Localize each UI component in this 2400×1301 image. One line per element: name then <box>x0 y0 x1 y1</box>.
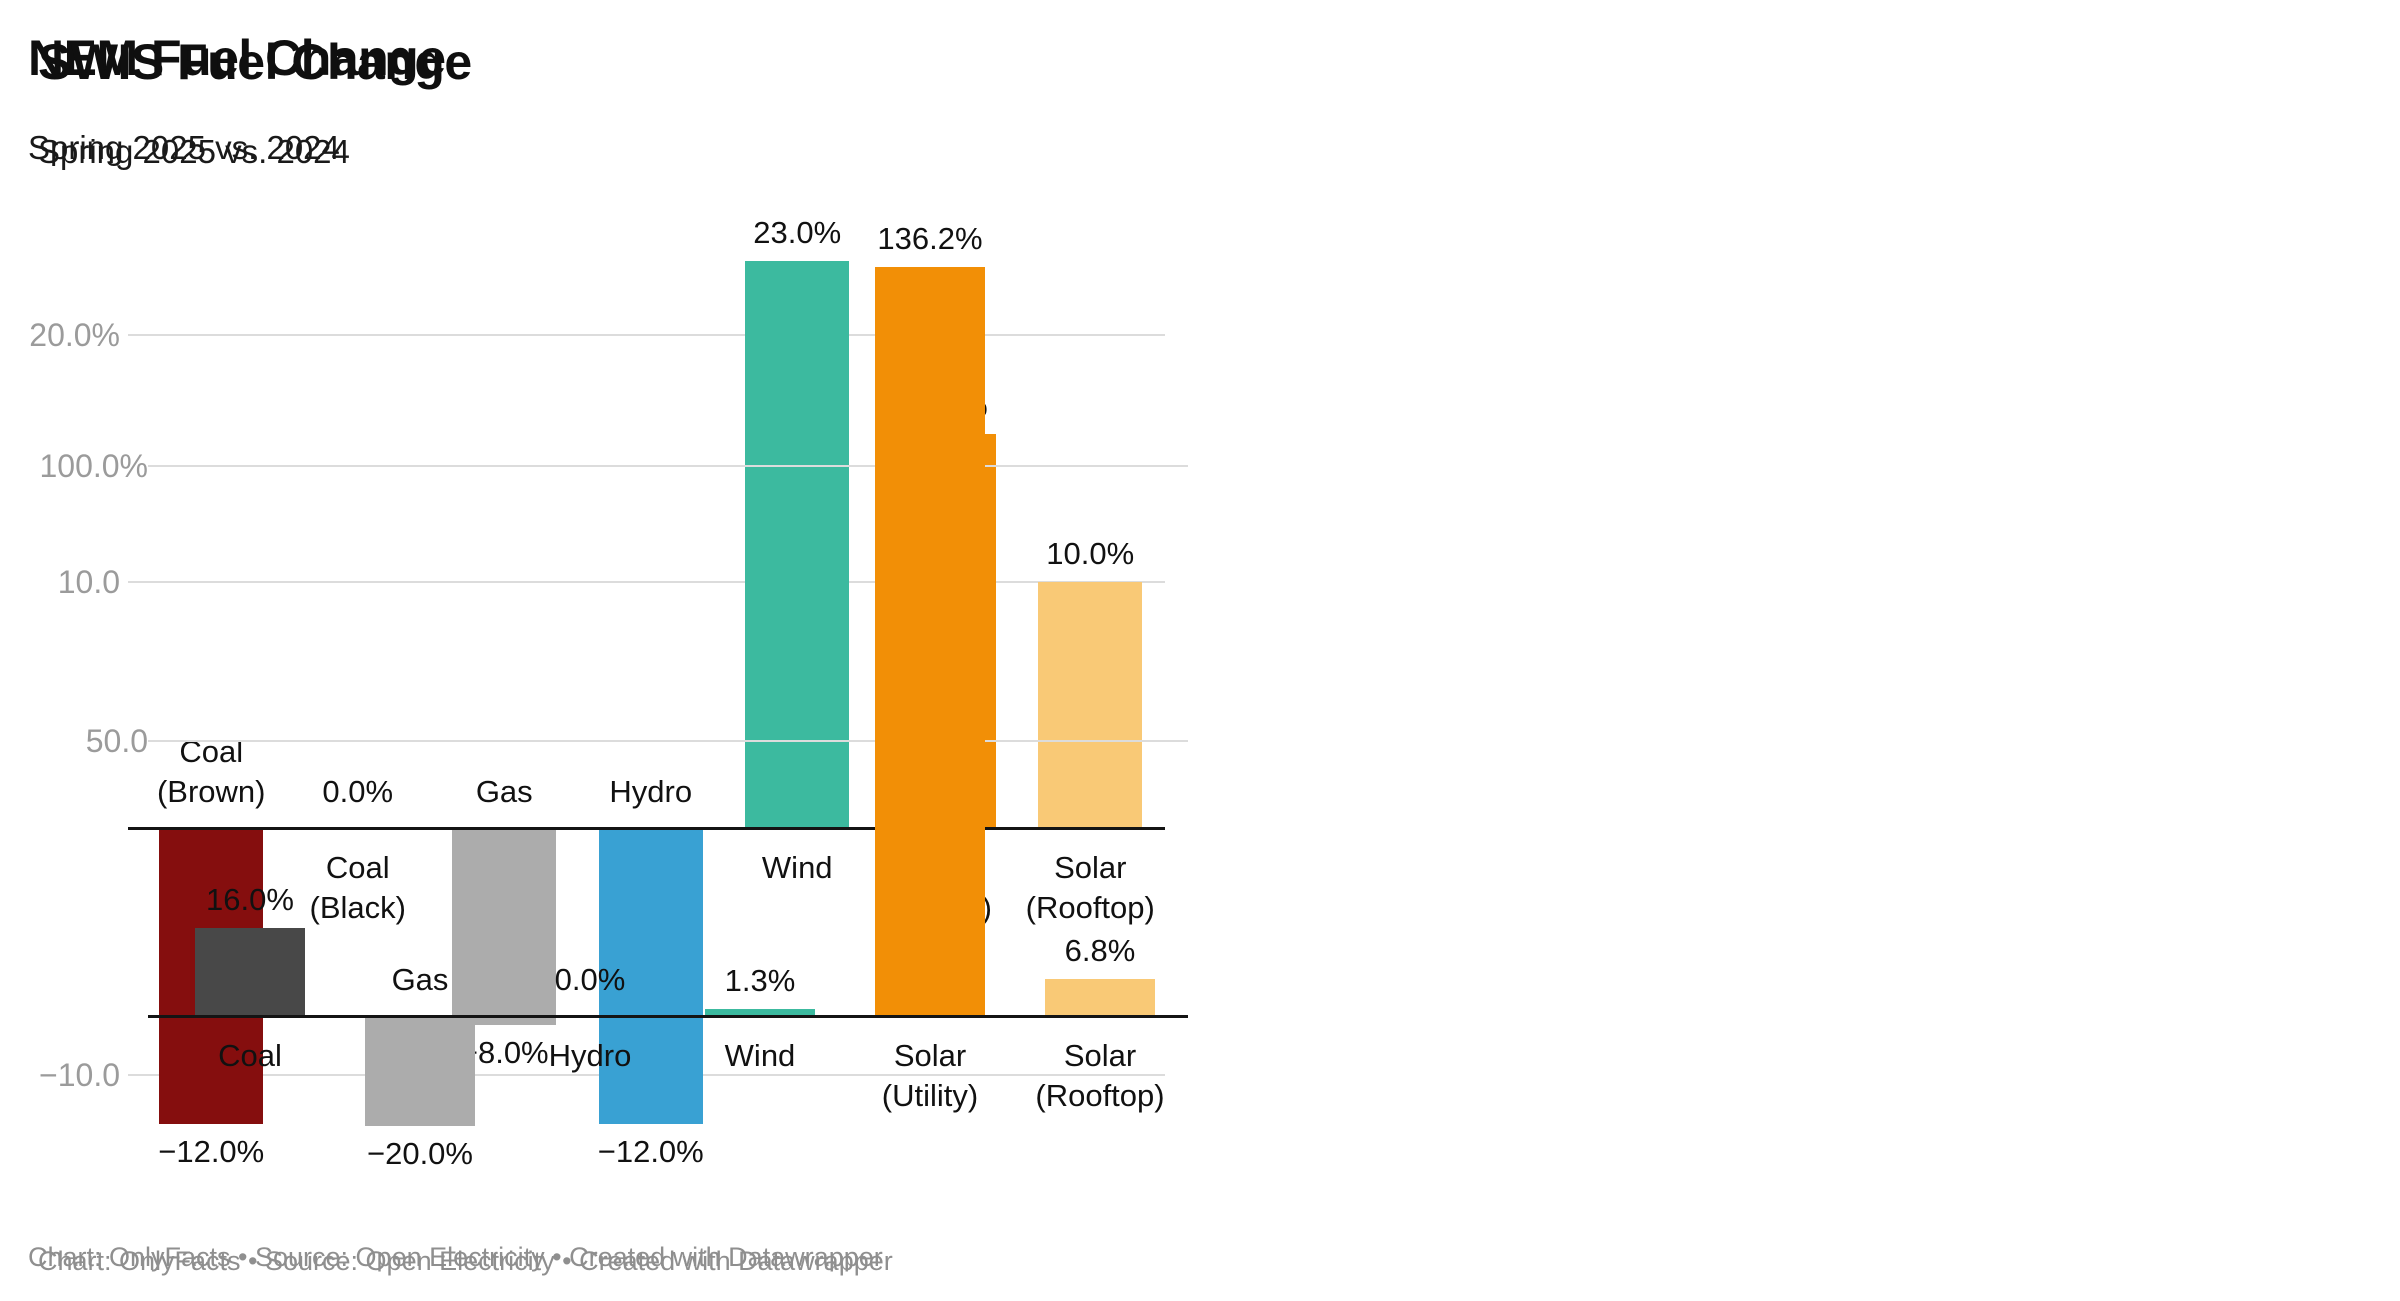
category-label-line: (Rooftop) <box>1035 1078 1165 1113</box>
category-label-line: (Rooftop) <box>1025 890 1155 925</box>
swis-plot-area: 100.0% 50.0 16.0% Coal −20.0% Gas 0.0% Hydro 1.3… <box>39 220 1188 1171</box>
bar-solar-rooftop[interactable] <box>1045 978 1155 1016</box>
swis-chart-footer: Chart: OnlyFacts • Source: Open Electric… <box>38 1246 893 1276</box>
category-label-line: (Utility) <box>881 1078 979 1113</box>
nem-chart-subtitle: Spring 2025 vs. 2024 <box>28 129 340 166</box>
bar-category-label-wind: Wind <box>600 1036 920 1076</box>
category-label-line: Hydro <box>609 774 693 809</box>
y-tick-label: 20.0% <box>29 317 120 353</box>
bar-category-label-coal-brown: Coal (Brown) <box>51 732 371 812</box>
bar-gas[interactable] <box>365 1016 475 1126</box>
bar-category-label-solar-utility: Solar (Utility) <box>770 1036 1090 1116</box>
x-axis-zero-line <box>128 827 1165 830</box>
y-tick-label: −10.0 <box>39 1056 120 1093</box>
category-label-line: Solar <box>1054 850 1127 885</box>
bar-wind[interactable] <box>705 1008 815 1016</box>
category-label-line: Coal <box>179 734 244 769</box>
bar-value-label-solar-utility: 136.2% <box>877 220 983 256</box>
gridline-100 <box>148 465 1188 467</box>
category-label-line: Hydro <box>548 1038 632 1073</box>
bar-value-label-coal: 16.0% <box>206 882 294 917</box>
bar-value-label-hydro: 0.0% <box>554 962 626 997</box>
y-tick-label: 100.0% <box>39 448 148 484</box>
nem-chart-footer: Chart: OnlyFacts • Source: Open Electric… <box>28 1242 883 1272</box>
x-axis-zero-line <box>148 1015 1188 1018</box>
category-label-line: Gas <box>391 962 449 997</box>
swis-chart-panel: SWIS Fuel Change Spring 2025 vs. 2024 10… <box>38 34 1188 1276</box>
bar-value-label-coal-brown: −12.0% <box>158 1133 265 1169</box>
nem-chart-title: NEM Fuel Change <box>28 30 446 86</box>
y-tick-label: 10.0 <box>57 563 120 600</box>
bar-value-label-wind: 23.0% <box>753 215 842 251</box>
bar-category-label-wind: Wind <box>637 848 957 888</box>
category-label-line: Coal <box>325 850 390 885</box>
bar-category-label-solar-rooftop: Solar (Rooftop) <box>940 1036 1260 1116</box>
category-label-line: (Black) <box>309 890 406 925</box>
swis-chart-title: SWIS Fuel Change <box>38 34 472 90</box>
category-label-line: Wind <box>761 850 833 885</box>
bar-category-label-coal-black: Coal (Black) <box>198 848 518 928</box>
bar-value-label-solar-rooftop: 10.0% <box>1046 535 1135 571</box>
bar-value-label-solar-rooftop: 6.8% <box>1064 932 1136 968</box>
bar-category-label-hydro: Hydro <box>491 772 811 812</box>
category-label-line: Wind <box>724 1038 796 1073</box>
category-label-line: Coal <box>218 1038 282 1073</box>
bar-category-label-hydro: Hydro <box>430 1036 750 1076</box>
bar-hydro[interactable] <box>598 828 703 1124</box>
bar-value-label-hydro: −12.0% <box>597 1133 704 1169</box>
y-tick-label: 50.0 <box>85 723 148 759</box>
bar-value-label-gas: −20.0% <box>366 1136 473 1171</box>
gridline-10 <box>128 580 1165 583</box>
category-label-line: Solar <box>1063 1038 1137 1073</box>
bar-category-label-solar-rooftop: Solar (Rooftop) <box>930 848 1250 928</box>
bar-category-label-gas: Gas <box>260 960 580 1000</box>
bar-value-label-wind: 1.3% <box>724 962 796 998</box>
category-label-line: Gas <box>475 774 533 809</box>
bar-gas[interactable] <box>452 828 557 1026</box>
bar-solar-rooftop[interactable] <box>1038 581 1143 828</box>
bar-wind[interactable] <box>745 261 850 828</box>
bar-solar-utility[interactable] <box>875 266 985 1016</box>
bar-category-label-gas: Gas <box>344 772 664 812</box>
bar-value-label-coal-black: 0.0% <box>322 774 394 809</box>
category-label-line: Solar <box>893 1038 967 1073</box>
bar-category-label-coal: Coal <box>90 1036 410 1076</box>
gridline-50 <box>148 740 1188 742</box>
gridline-20 <box>128 334 1165 336</box>
bar-coal[interactable] <box>195 928 305 1016</box>
swis-chart-subtitle: Spring 2025 vs. 2024 <box>38 133 350 170</box>
category-label-line: (Brown) <box>156 774 266 809</box>
